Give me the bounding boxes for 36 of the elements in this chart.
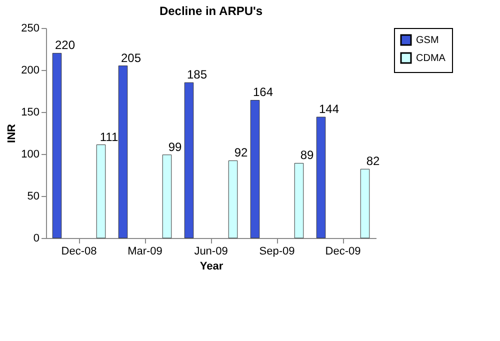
bar (118, 66, 128, 238)
x-tick-label: Dec-08 (61, 246, 97, 258)
data-label: 99 (168, 140, 182, 154)
x-tick-label: Dec-09 (325, 246, 361, 258)
y-tick-label: 150 (21, 106, 40, 118)
data-label: 92 (234, 146, 248, 160)
bar (294, 162, 304, 238)
x-tick-label: Sep-09 (259, 246, 295, 258)
bar (162, 154, 172, 238)
legend-label: CDMA (416, 53, 446, 64)
y-tick-label: 0 (33, 232, 40, 244)
y-tick-label: 100 (21, 148, 40, 160)
x-tick-label: Mar-09 (128, 246, 162, 258)
bar (52, 52, 62, 238)
bar (184, 82, 194, 238)
bar (316, 116, 326, 238)
data-label: 205 (120, 50, 142, 65)
data-label: 82 (366, 154, 380, 168)
y-axis-title: INR (6, 124, 18, 143)
data-label: 164 (252, 85, 274, 100)
x-axis-title: Year (200, 260, 224, 272)
bar (228, 160, 238, 238)
chart-title: Decline in ARPU's (159, 4, 263, 18)
legend-label: GSM (416, 35, 439, 46)
y-tick-label: 200 (21, 64, 40, 76)
y-tick-label: 250 (21, 22, 40, 34)
data-label: 89 (300, 148, 314, 162)
bar (360, 168, 370, 238)
data-label: 144 (318, 102, 340, 116)
data-label: 185 (186, 68, 208, 82)
y-tick-label: 50 (27, 190, 40, 202)
bar (96, 144, 106, 238)
bar (250, 100, 260, 238)
x-tick-label: Jun-09 (194, 246, 228, 258)
data-label: 220 (54, 38, 76, 52)
data-label: 111 (100, 130, 118, 144)
